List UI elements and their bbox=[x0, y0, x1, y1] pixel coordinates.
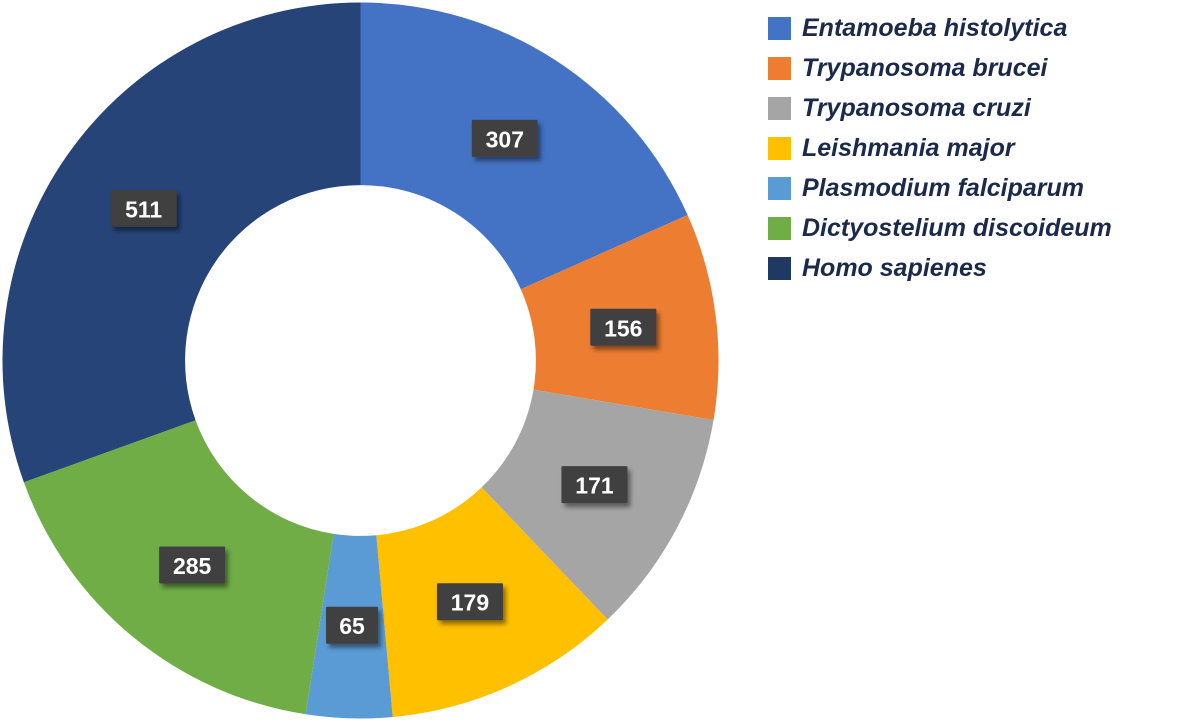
data-label-value: 171 bbox=[575, 473, 614, 499]
legend-item: Dictyostelium discoideum bbox=[768, 214, 1112, 243]
data-label: 156 bbox=[590, 308, 657, 346]
data-label: 511 bbox=[110, 189, 177, 227]
legend-swatch bbox=[768, 257, 791, 280]
legend-label: Plasmodium falciparum bbox=[802, 174, 1085, 202]
legend-item: Plasmodium falciparum bbox=[768, 174, 1112, 203]
legend-item: Trypanosoma brucei bbox=[768, 54, 1112, 83]
data-label-value: 285 bbox=[173, 553, 212, 579]
legend-item: Homo sapienes bbox=[768, 254, 1112, 283]
data-label-value: 511 bbox=[125, 196, 162, 222]
data-label: 179 bbox=[436, 583, 503, 621]
data-label-box bbox=[110, 189, 177, 227]
data-label-box bbox=[471, 119, 538, 157]
legend-item: Entamoeba histolytica bbox=[768, 14, 1112, 43]
data-label-box bbox=[561, 466, 628, 504]
donut-chart: 307 156 171 179 65 285 511 bbox=[2, 2, 719, 719]
legend-swatch bbox=[768, 137, 791, 160]
legend-label: Entamoeba histolytica bbox=[802, 14, 1068, 42]
data-label-box bbox=[590, 308, 657, 346]
legend-label: Trypanosoma brucei bbox=[802, 54, 1048, 82]
legend-label: Dictyostelium discoideum bbox=[802, 214, 1112, 242]
data-label-value: 179 bbox=[451, 590, 489, 616]
legend-swatch bbox=[768, 177, 791, 200]
pie-slice-6 bbox=[2, 2, 361, 483]
data-label: 307 bbox=[471, 119, 538, 157]
legend-item: Leishmania major bbox=[768, 134, 1112, 163]
data-label-box bbox=[436, 583, 503, 621]
legend-swatch bbox=[768, 57, 791, 80]
legend-label: Homo sapienes bbox=[802, 254, 987, 282]
legend-swatch bbox=[768, 17, 791, 40]
chart-legend: Entamoeba histolytica Trypanosoma brucei T… bbox=[768, 14, 1112, 294]
legend-swatch bbox=[768, 97, 791, 120]
data-label-box bbox=[326, 606, 379, 644]
legend-swatch bbox=[768, 217, 791, 240]
data-label-value: 156 bbox=[604, 315, 642, 341]
data-label-box bbox=[159, 546, 226, 584]
data-label-value: 307 bbox=[486, 126, 524, 152]
data-label-value: 65 bbox=[339, 613, 365, 639]
legend-label: Leishmania major bbox=[802, 134, 1015, 162]
data-labels: 307 156 171 179 65 285 511 bbox=[110, 119, 657, 644]
data-label: 285 bbox=[159, 546, 226, 584]
legend-label: Trypanosoma cruzi bbox=[802, 94, 1031, 122]
legend-item: Trypanosoma cruzi bbox=[768, 94, 1112, 123]
data-label: 171 bbox=[561, 466, 628, 504]
pie-slice-2 bbox=[481, 389, 714, 620]
data-label: 65 bbox=[326, 606, 379, 644]
